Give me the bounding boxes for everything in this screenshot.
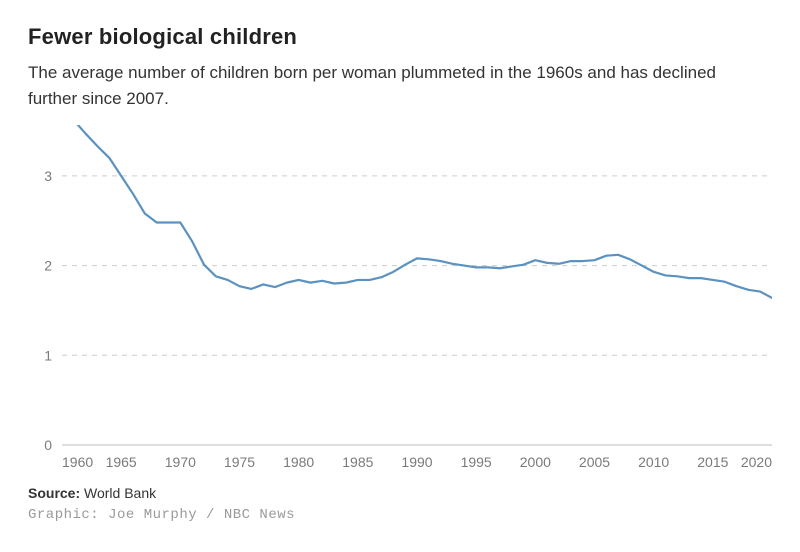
chart-title: Fewer biological children bbox=[28, 24, 772, 50]
chart-area: 0 1 2 3 1960 1965 1970 1975 1980 1985 1990 1995 2000… bbox=[28, 125, 772, 475]
source-label: Source: bbox=[28, 485, 80, 501]
x-tick-label: 2015 bbox=[697, 454, 728, 470]
y-tick-label: 3 bbox=[44, 168, 52, 184]
chart-card: Fewer biological children The average nu… bbox=[0, 0, 800, 552]
x-tick-label: 1985 bbox=[342, 454, 373, 470]
y-tick-label: 2 bbox=[44, 258, 52, 274]
x-tick-label: 2000 bbox=[520, 454, 551, 470]
chart-subtitle: The average number of children born per … bbox=[28, 60, 748, 111]
y-tick-label: 0 bbox=[44, 437, 52, 453]
fertility-line bbox=[62, 125, 772, 298]
x-tick-label: 1990 bbox=[401, 454, 432, 470]
x-tick-label: 1960 bbox=[62, 454, 93, 470]
x-tick-label: 1995 bbox=[461, 454, 492, 470]
chart-footer: Source: World Bank Graphic: Joe Murphy /… bbox=[28, 485, 772, 523]
source-value: World Bank bbox=[84, 485, 156, 501]
x-tick-label: 2020 bbox=[741, 454, 772, 470]
x-tick-label: 1980 bbox=[283, 454, 314, 470]
x-tick-label: 1965 bbox=[106, 454, 137, 470]
x-tick-label: 1970 bbox=[165, 454, 196, 470]
x-tick-label: 2010 bbox=[638, 454, 669, 470]
y-tick-label: 1 bbox=[44, 347, 52, 363]
x-tick-label: 2005 bbox=[579, 454, 610, 470]
line-chart-svg: 0 1 2 3 1960 1965 1970 1975 1980 1985 1990 1995 2000… bbox=[28, 125, 772, 475]
x-tick-label: 1975 bbox=[224, 454, 255, 470]
source-line: Source: World Bank bbox=[28, 485, 772, 501]
credit-line: Graphic: Joe Murphy / NBC News bbox=[28, 507, 772, 523]
